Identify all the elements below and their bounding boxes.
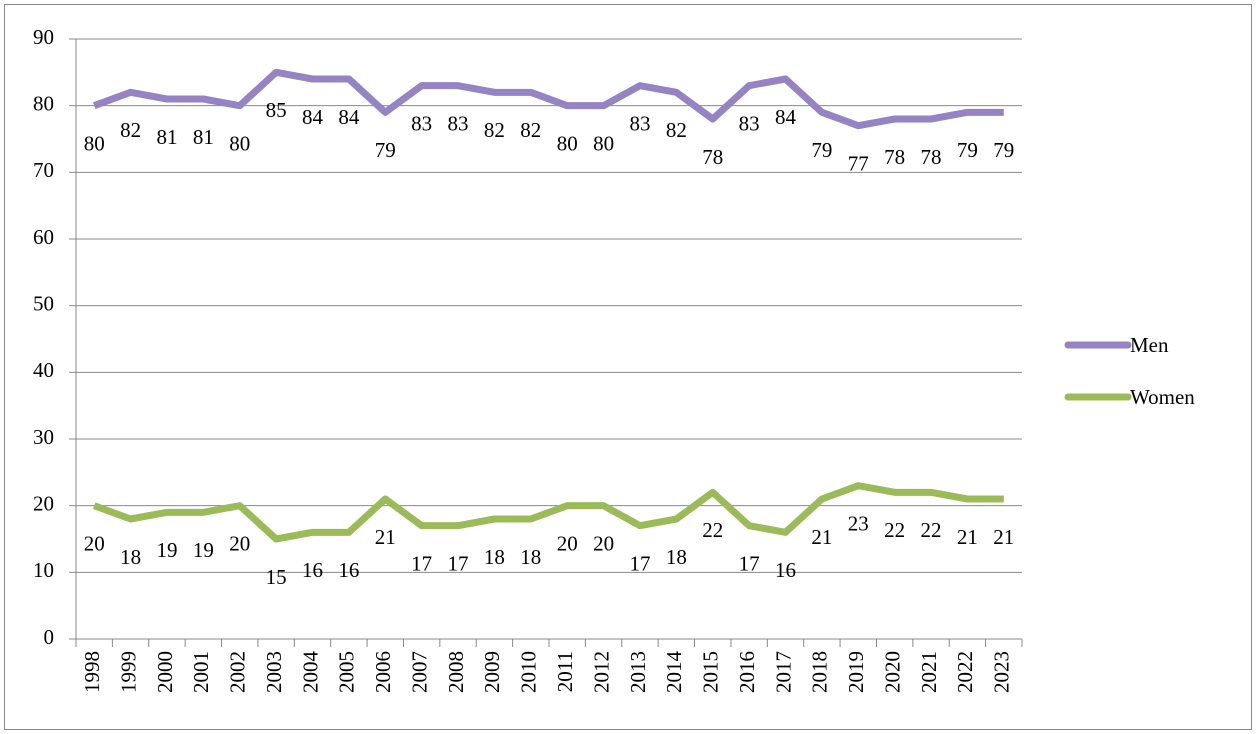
- data-label: 21: [375, 525, 396, 549]
- data-label: 84: [302, 105, 324, 129]
- data-label: 21: [993, 525, 1014, 549]
- data-label: 78: [702, 145, 723, 169]
- y-tick-label: 20: [33, 491, 54, 515]
- data-label: 78: [884, 145, 905, 169]
- data-label: 79: [375, 138, 396, 162]
- data-label: 16: [775, 558, 796, 582]
- data-label: 77: [848, 151, 869, 175]
- data-label: 22: [702, 518, 723, 542]
- x-tick-label: 2006: [371, 651, 395, 693]
- data-label: 84: [338, 105, 360, 129]
- data-label: 19: [156, 538, 177, 562]
- data-label: 22: [884, 518, 905, 542]
- data-label: 20: [84, 531, 105, 555]
- data-label: 79: [957, 138, 978, 162]
- data-label: 20: [229, 531, 250, 555]
- x-tick-label: 2003: [262, 651, 286, 693]
- x-tick-label: 2011: [553, 651, 577, 692]
- data-label: 17: [629, 551, 650, 575]
- data-label: 19: [193, 538, 214, 562]
- x-tick-label: 2010: [517, 651, 541, 693]
- x-tick-label: 2021: [917, 651, 941, 693]
- data-label: 83: [739, 111, 760, 135]
- data-label: 82: [484, 118, 505, 142]
- legend-label: Men: [1130, 333, 1169, 357]
- data-label: 83: [629, 111, 650, 135]
- x-tick-label: 2007: [407, 651, 431, 693]
- data-label: 17: [739, 551, 760, 575]
- x-tick-label: 2008: [444, 651, 468, 693]
- data-label: 15: [266, 565, 287, 589]
- data-label: 80: [593, 131, 614, 155]
- x-tick-label: 2022: [953, 651, 977, 693]
- x-tick-label: 2012: [589, 651, 613, 693]
- data-label: 84: [775, 105, 797, 129]
- data-label: 85: [266, 98, 287, 122]
- y-tick-label: 70: [33, 158, 54, 182]
- series-line: [92, 68, 1004, 130]
- legend-label: Women: [1130, 385, 1195, 409]
- y-tick-label: 10: [33, 558, 54, 582]
- data-label: 22: [921, 518, 942, 542]
- y-tick-label: 50: [33, 291, 54, 315]
- data-label: 79: [811, 138, 832, 162]
- data-label: 20: [593, 531, 614, 555]
- data-label: 16: [338, 558, 359, 582]
- x-tick-label: 2015: [699, 651, 723, 693]
- chart-border: [4, 4, 1252, 730]
- data-label: 78: [921, 145, 942, 169]
- y-tick-label: 0: [44, 625, 55, 649]
- data-label: 83: [411, 111, 432, 135]
- y-tick-label: 30: [33, 425, 54, 449]
- data-label: 21: [957, 525, 978, 549]
- y-tick-label: 80: [33, 91, 54, 115]
- data-label: 17: [448, 551, 469, 575]
- data-label: 80: [229, 131, 250, 155]
- data-label: 79: [993, 138, 1014, 162]
- x-tick-label: 2018: [808, 651, 832, 693]
- x-tick-label: 1999: [116, 651, 140, 693]
- x-tick-label: 2014: [662, 651, 686, 694]
- x-tick-label: 2005: [335, 651, 359, 693]
- data-label: 18: [520, 545, 541, 569]
- data-label: 18: [120, 545, 141, 569]
- x-tick-label: 2023: [990, 651, 1014, 693]
- x-tick-label: 2016: [735, 651, 759, 693]
- data-label: 21: [811, 525, 832, 549]
- data-label: 16: [302, 558, 323, 582]
- data-label: 18: [666, 545, 687, 569]
- data-label: 80: [84, 131, 105, 155]
- data-label: 81: [193, 125, 214, 149]
- data-label: 82: [120, 118, 141, 142]
- data-label: 82: [520, 118, 541, 142]
- y-tick-label: 60: [33, 225, 54, 249]
- y-tick-label: 40: [33, 358, 54, 382]
- data-label: 23: [848, 511, 869, 535]
- x-tick-label: 2020: [880, 651, 904, 693]
- series-line: [92, 482, 1004, 543]
- x-tick-label: 2019: [844, 651, 868, 693]
- x-tick-label: 2002: [226, 651, 250, 693]
- data-label: 81: [156, 125, 177, 149]
- x-tick-label: 2004: [298, 651, 322, 694]
- x-tick-label: 1998: [80, 651, 104, 693]
- data-label: 82: [666, 118, 687, 142]
- data-label: 80: [557, 131, 578, 155]
- x-tick-label: 2013: [626, 651, 650, 693]
- data-label: 18: [484, 545, 505, 569]
- x-tick-label: 2000: [153, 651, 177, 693]
- x-tick-label: 2017: [771, 651, 795, 693]
- data-label: 17: [411, 551, 432, 575]
- x-tick-label: 2009: [480, 651, 504, 693]
- x-tick-label: 2001: [189, 651, 213, 693]
- data-label: 83: [448, 111, 469, 135]
- data-label: 20: [557, 531, 578, 555]
- y-tick-label: 90: [33, 25, 54, 49]
